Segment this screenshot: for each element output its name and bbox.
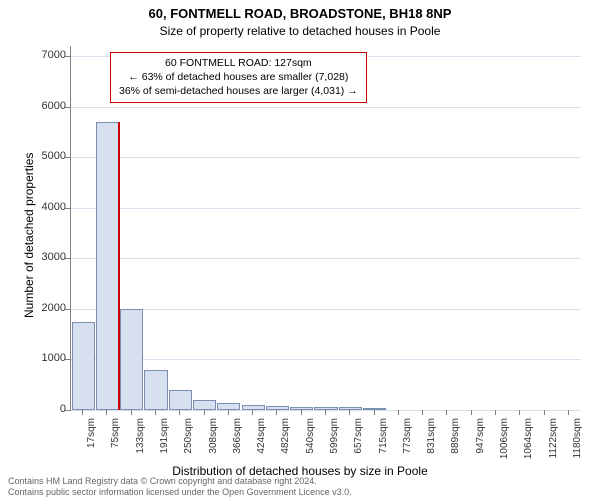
histogram-bar (144, 370, 167, 410)
xtick-mark (82, 410, 83, 415)
histogram-bar (72, 322, 95, 410)
ytick-mark (65, 410, 70, 411)
xtick-label: 831sqm (426, 418, 437, 478)
xtick-mark (374, 410, 375, 415)
xtick-label: 1122sqm (548, 418, 559, 478)
xtick-mark (544, 410, 545, 415)
xtick-mark (446, 410, 447, 415)
ytick-label: 0 (16, 403, 66, 415)
annotation-box: 60 FONTMELL ROAD: 127sqm ← 63% of detach… (110, 52, 367, 103)
xtick-mark (228, 410, 229, 415)
y-axis-label: Number of detached properties (22, 153, 36, 318)
xtick-label: 308sqm (208, 418, 219, 478)
xtick-label: 75sqm (110, 418, 121, 478)
xtick-mark (471, 410, 472, 415)
xtick-mark (422, 410, 423, 415)
attribution-line-2: Contains public sector information licen… (8, 487, 352, 498)
xtick-label: 773sqm (402, 418, 413, 478)
ytick-label: 1000 (16, 352, 66, 364)
xtick-label: 889sqm (450, 418, 461, 478)
gridline (71, 208, 581, 209)
histogram-bar (363, 408, 386, 410)
ytick-label: 6000 (16, 100, 66, 112)
histogram-bar (217, 403, 240, 410)
xtick-label: 947sqm (475, 418, 486, 478)
xtick-mark (204, 410, 205, 415)
xtick-mark (106, 410, 107, 415)
xtick-label: 482sqm (280, 418, 291, 478)
gridline (71, 157, 581, 158)
xtick-label: 133sqm (135, 418, 146, 478)
histogram-bar (169, 390, 192, 410)
xtick-label: 366sqm (232, 418, 243, 478)
chart-title-main: 60, FONTMELL ROAD, BROADSTONE, BH18 8NP (0, 6, 600, 21)
ytick-label: 5000 (16, 150, 66, 162)
gridline (71, 107, 581, 108)
ytick-label: 7000 (16, 49, 66, 61)
chart-title-sub: Size of property relative to detached ho… (0, 24, 600, 38)
xtick-label: 1006sqm (499, 418, 510, 478)
annotation-line-2: ← 63% of detached houses are smaller (7,… (119, 70, 358, 84)
ytick-mark (65, 107, 70, 108)
marker-line (118, 122, 120, 410)
histogram-bar (266, 406, 289, 410)
ytick-mark (65, 208, 70, 209)
gridline (71, 258, 581, 259)
annotation-line-3: 36% of semi-detached houses are larger (… (119, 84, 358, 98)
xtick-mark (495, 410, 496, 415)
xtick-mark (519, 410, 520, 415)
ytick-label: 4000 (16, 201, 66, 213)
xtick-mark (131, 410, 132, 415)
histogram-bar (96, 122, 119, 410)
ytick-mark (65, 157, 70, 158)
xtick-mark (155, 410, 156, 415)
xtick-mark (398, 410, 399, 415)
gridline (71, 410, 581, 411)
histogram-bar (193, 400, 216, 410)
ytick-mark (65, 56, 70, 57)
gridline (71, 359, 581, 360)
xtick-mark (301, 410, 302, 415)
xtick-mark (568, 410, 569, 415)
xtick-mark (276, 410, 277, 415)
xtick-label: 715sqm (378, 418, 389, 478)
xtick-label: 424sqm (256, 418, 267, 478)
ytick-label: 2000 (16, 302, 66, 314)
xtick-label: 17sqm (86, 418, 97, 478)
ytick-mark (65, 309, 70, 310)
annotation-line-1: 60 FONTMELL ROAD: 127sqm (119, 56, 358, 70)
ytick-mark (65, 258, 70, 259)
gridline (71, 309, 581, 310)
xtick-label: 1180sqm (572, 418, 583, 478)
histogram-bar (339, 407, 362, 410)
attribution-text: Contains HM Land Registry data © Crown c… (8, 476, 352, 498)
xtick-label: 540sqm (305, 418, 316, 478)
ytick-label: 3000 (16, 251, 66, 263)
xtick-label: 1064sqm (523, 418, 534, 478)
xtick-mark (179, 410, 180, 415)
xtick-label: 191sqm (159, 418, 170, 478)
xtick-mark (325, 410, 326, 415)
ytick-mark (65, 359, 70, 360)
xtick-mark (252, 410, 253, 415)
xtick-label: 250sqm (183, 418, 194, 478)
histogram-bar (290, 407, 313, 410)
histogram-bar (120, 309, 143, 410)
xtick-label: 599sqm (329, 418, 340, 478)
attribution-line-1: Contains HM Land Registry data © Crown c… (8, 476, 352, 487)
xtick-label: 657sqm (353, 418, 364, 478)
xtick-mark (349, 410, 350, 415)
